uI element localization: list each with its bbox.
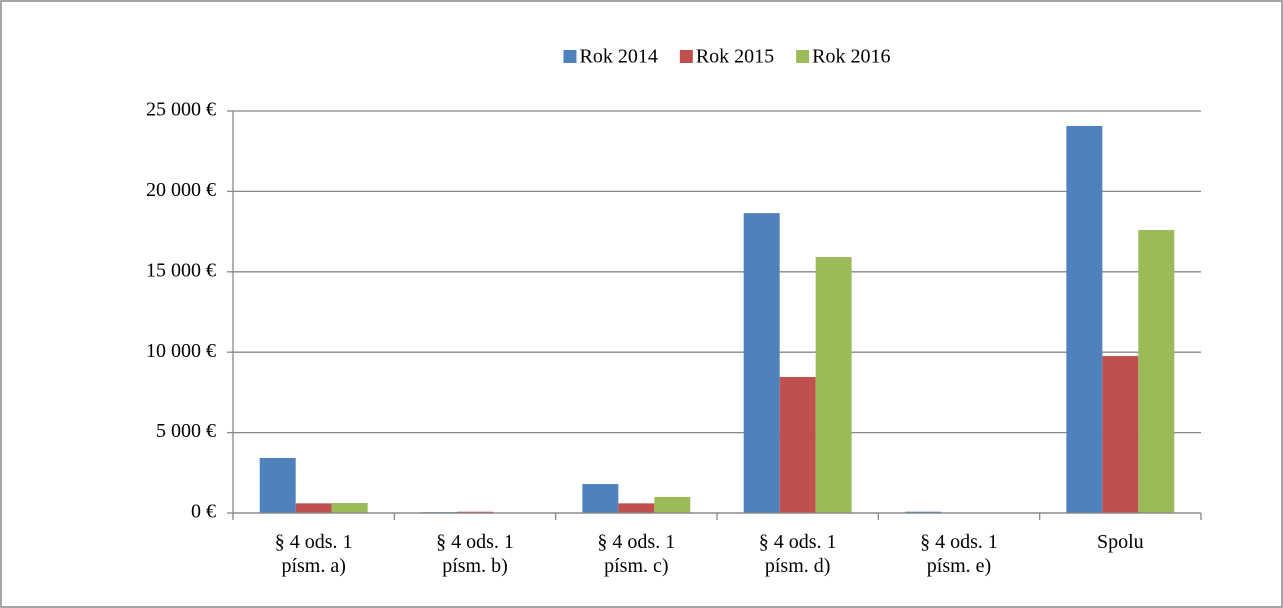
- x-tick-label: § 4 ods. 1 písm. a): [274, 531, 353, 577]
- y-tick-label: 15 000 €: [146, 259, 216, 281]
- legend-label: Rok 2016: [812, 46, 890, 68]
- y-tick-label: 0 €: [191, 501, 216, 523]
- legend-label: Rok 2014: [579, 46, 657, 68]
- bar: [259, 458, 296, 513]
- legend-swatch: [563, 50, 577, 63]
- bar: [618, 503, 655, 513]
- x-tick-label: § 4 ods. 1 písm. b): [436, 531, 514, 577]
- legend-swatch: [679, 50, 693, 63]
- bar: [295, 503, 332, 513]
- x-tick-label: Spolu: [1096, 531, 1144, 553]
- bar: [654, 496, 691, 513]
- bar: [1138, 229, 1175, 513]
- bar: [1066, 125, 1103, 513]
- x-tick-label: § 4 ods. 1 písm. c): [597, 531, 676, 577]
- bar: [1102, 356, 1139, 513]
- bar: [743, 213, 780, 513]
- x-tick-label: § 4 ods. 1 písm. d): [758, 531, 837, 577]
- bar: [815, 257, 852, 513]
- legend: Rok 2014 Rok 2015 Rok 2016: [563, 46, 891, 68]
- bar: [779, 376, 816, 513]
- bar: [582, 484, 619, 513]
- x-tick-label: § 4 ods. 1 písm. e): [920, 531, 998, 577]
- y-tick-label: 20 000 €: [146, 179, 216, 201]
- bar: [331, 503, 368, 513]
- legend-label: Rok 2015: [696, 46, 774, 68]
- y-tick-label: 10 000 €: [146, 340, 216, 362]
- legend-swatch: [796, 50, 810, 63]
- y-tick-label: 25 000 €: [146, 99, 216, 121]
- y-tick-label: 5 000 €: [156, 420, 216, 442]
